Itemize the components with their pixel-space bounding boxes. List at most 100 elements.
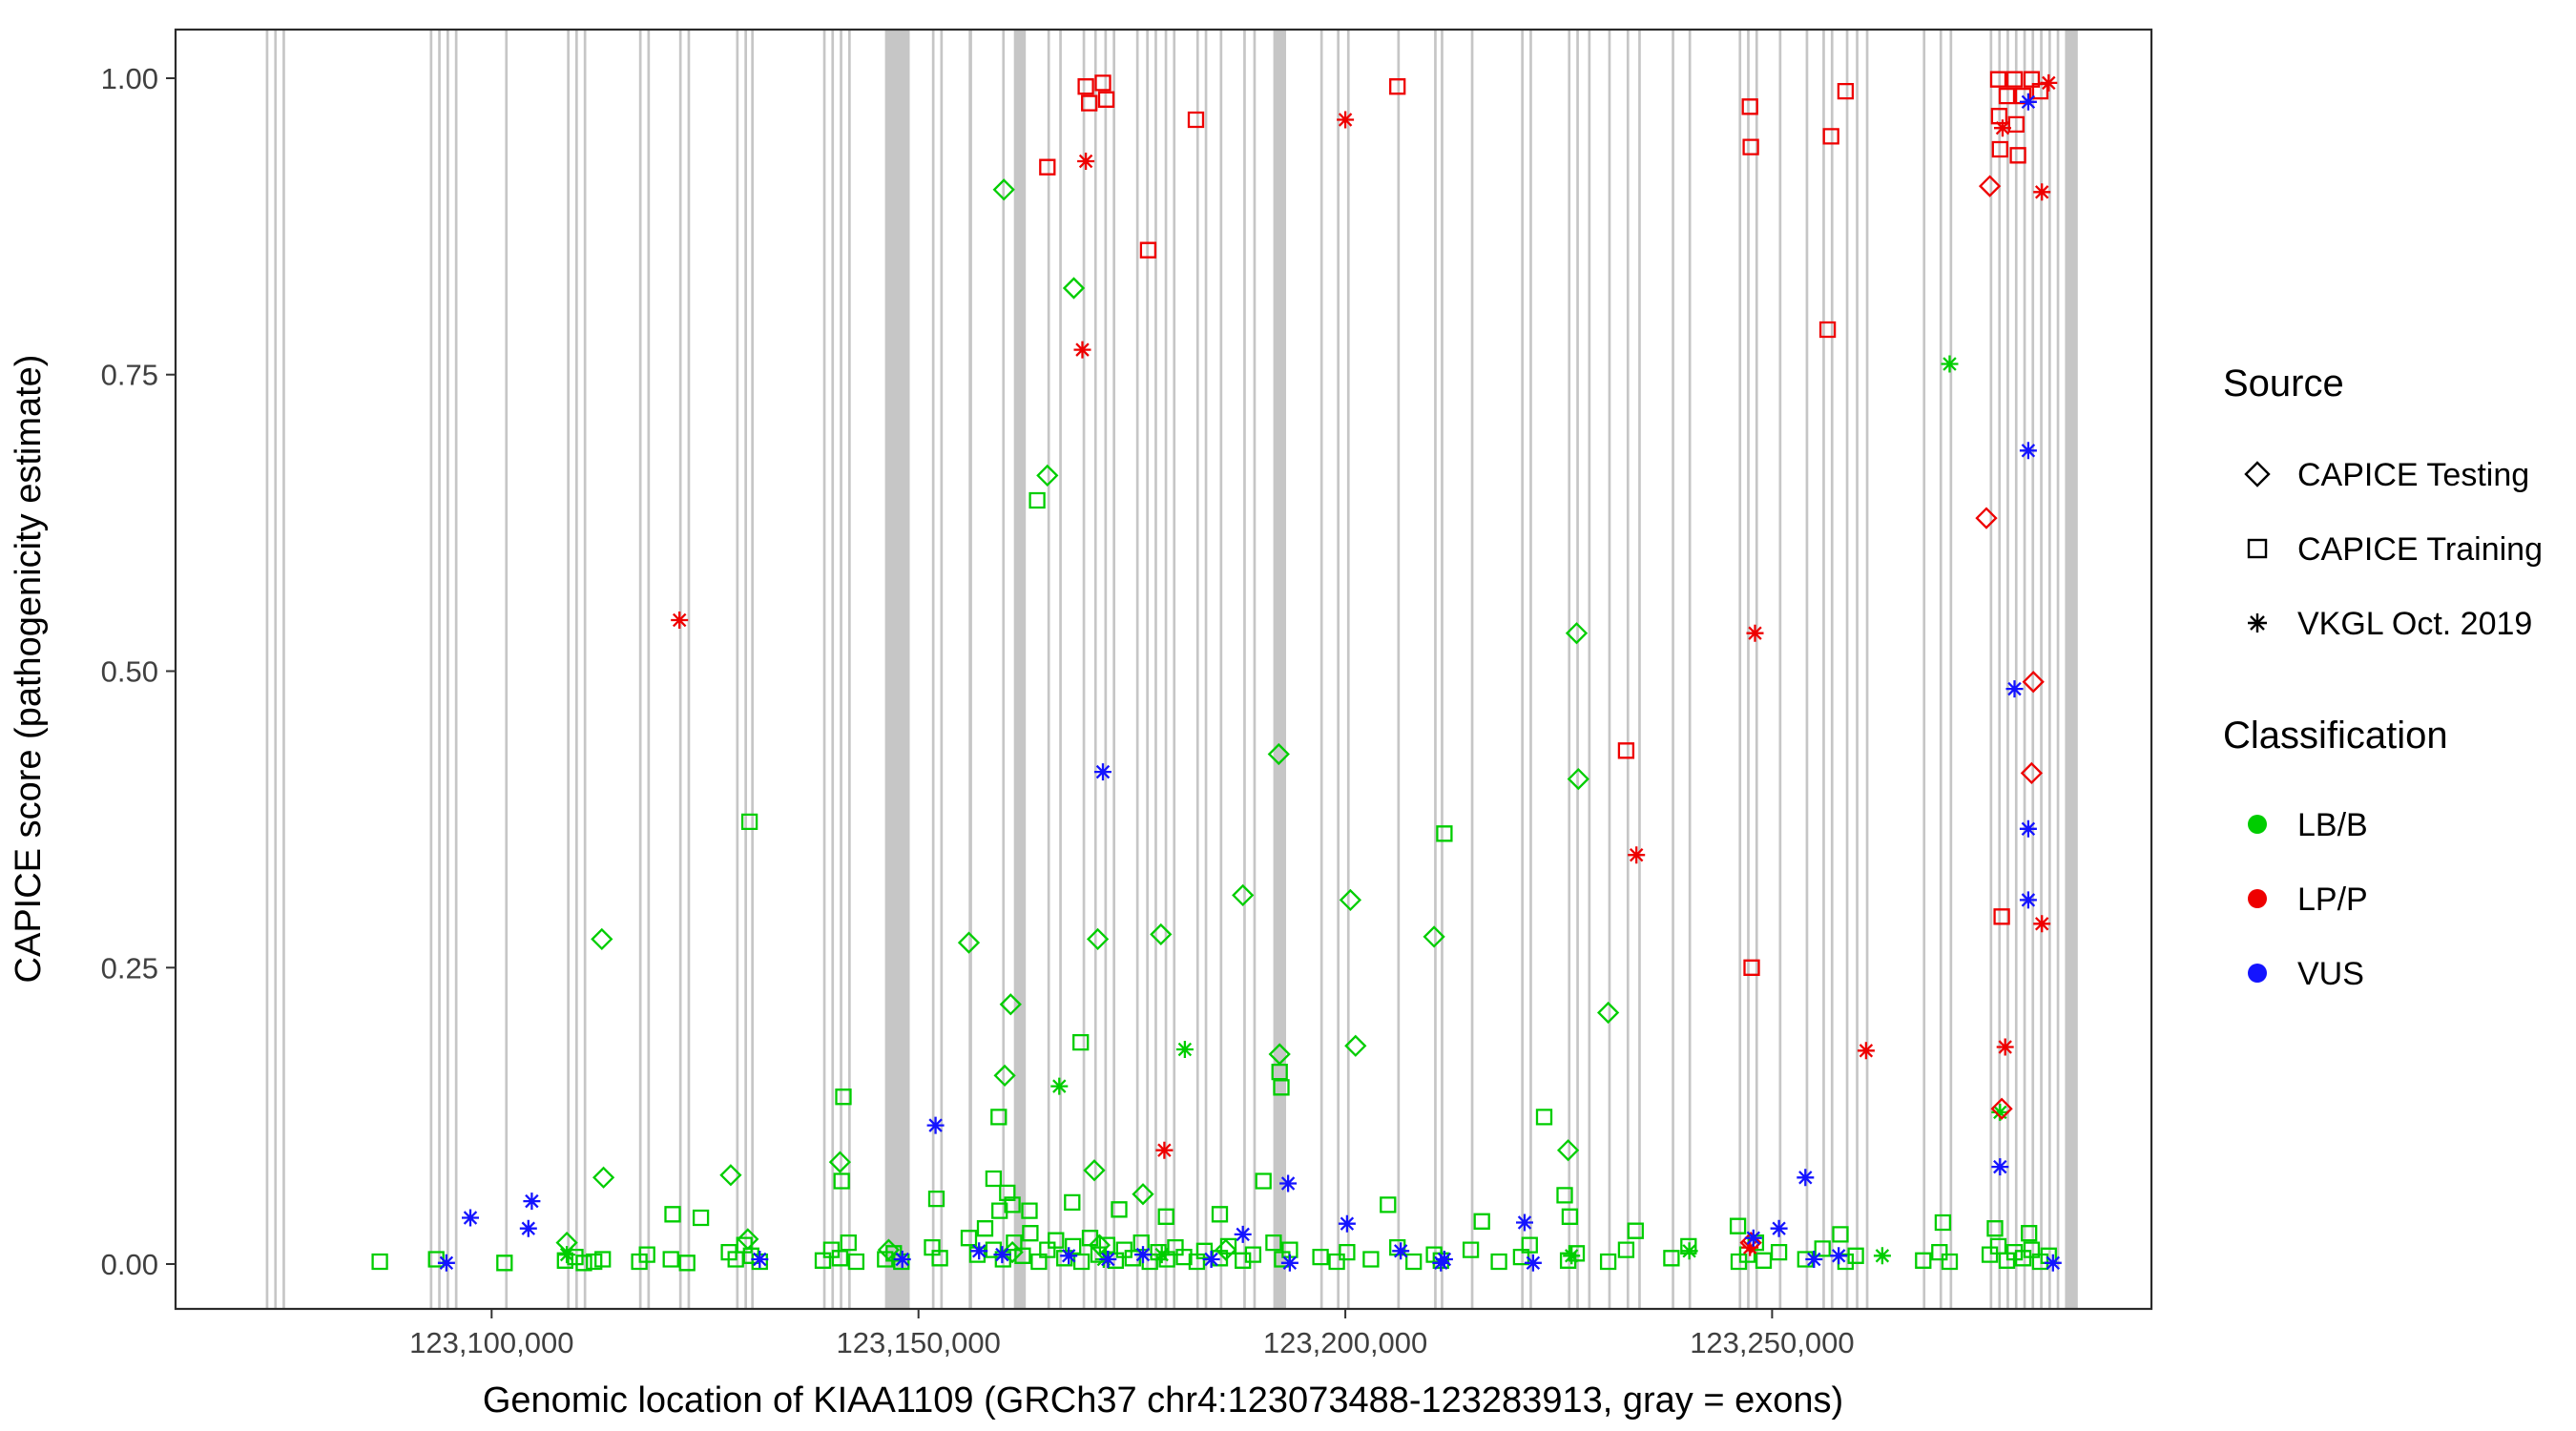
data-point [2023, 71, 2041, 88]
exon-bar [751, 30, 754, 1309]
exon-bar [1013, 30, 1027, 1309]
exon-bar [1219, 30, 1223, 1309]
data-point [1234, 1225, 1252, 1243]
exon-bar [2031, 30, 2035, 1309]
data-point [828, 1151, 852, 1173]
data-point [1915, 1252, 1932, 1269]
exon-bar [1738, 30, 1742, 1309]
exon-bar [1273, 30, 1286, 1309]
series-lbb-training [371, 491, 2057, 1272]
x-tick-label: 123,150,000 [836, 1326, 1000, 1359]
data-point [1265, 1234, 1282, 1252]
data-point [1064, 1193, 1081, 1212]
data-point [664, 1206, 681, 1223]
data-point [2031, 82, 2049, 100]
data-point [2023, 1241, 2041, 1258]
data-point [2005, 680, 2024, 698]
data-point [1873, 1247, 1891, 1265]
data-point [1435, 1251, 1453, 1268]
data-point [1153, 1246, 1171, 1264]
data-point [822, 1241, 841, 1258]
data-point [1931, 1243, 1948, 1261]
exon-bar [438, 30, 441, 1309]
exon-bar [1173, 30, 1176, 1309]
data-point [1157, 1208, 1174, 1225]
data-point [893, 1253, 910, 1271]
data-point [592, 1166, 615, 1189]
exon-bar [1638, 30, 1641, 1309]
data-point [1073, 341, 1091, 359]
exon-bar [2048, 30, 2051, 1309]
data-point [1094, 74, 1111, 92]
exon-bar [2040, 30, 2043, 1309]
data-point [1279, 1174, 1298, 1192]
diamond-icon [2244, 461, 2271, 487]
data-point [1244, 1246, 1262, 1263]
exon-bar [575, 30, 578, 1309]
data-point [1028, 491, 1046, 509]
data-point [1211, 1206, 1229, 1223]
exon-bar [884, 30, 910, 1309]
data-point [2019, 442, 2037, 460]
exon-bar [678, 30, 682, 1309]
data-point [1150, 923, 1173, 946]
vus-dot-icon [2248, 964, 2267, 983]
data-point [2009, 147, 2026, 164]
data-point [2021, 1225, 2038, 1242]
data-point [671, 612, 689, 629]
data-point [1271, 1063, 1288, 1081]
data-point [976, 1220, 994, 1237]
data-point [833, 1172, 850, 1190]
exon-bar [940, 30, 944, 1309]
data-point [1405, 1253, 1423, 1271]
exon-bar [429, 30, 433, 1309]
data-point [719, 1164, 742, 1187]
exon-bar [1845, 30, 1849, 1309]
data-point [1202, 1251, 1220, 1268]
data-point [1389, 78, 1406, 95]
exon-bar [1047, 30, 1050, 1309]
data-point [993, 1064, 1016, 1088]
data-point [692, 1209, 710, 1227]
data-point [1755, 1252, 1773, 1269]
exon-bar [1441, 30, 1444, 1309]
data-point [1805, 1251, 1823, 1268]
y-tick-label: 1.00 [101, 62, 158, 95]
data-point [1680, 1242, 1698, 1260]
exon-bar [265, 30, 269, 1309]
exon-bar [1830, 30, 1834, 1309]
exon-bar [2056, 30, 2060, 1309]
exon-bar [1672, 30, 1674, 1309]
exon-bar [1059, 30, 1062, 1309]
data-point [926, 1116, 945, 1134]
data-point [1134, 1246, 1152, 1264]
data-point [2019, 819, 2037, 838]
exon-bar [1243, 30, 1246, 1309]
data-point [1990, 1097, 2013, 1120]
data-point [2005, 1243, 2024, 1261]
data-point [462, 1209, 479, 1227]
data-point [1596, 1001, 1620, 1025]
exon-bar [1154, 30, 1157, 1309]
data-point [1473, 1213, 1490, 1230]
legend-label-vkgl: VKGL Oct. 2019 [2297, 606, 2532, 642]
data-point [970, 1242, 988, 1260]
data-point [1567, 767, 1589, 791]
data-point [1941, 1253, 1959, 1271]
data-point [1993, 908, 2010, 925]
data-point [1521, 1236, 1538, 1254]
data-point [1338, 1214, 1356, 1233]
exon-bar [1253, 30, 1257, 1309]
exon-bar [1337, 30, 1340, 1309]
data-point [1680, 1237, 1697, 1255]
data-point [1986, 1220, 2004, 1237]
series-lpp-vkgl [671, 73, 2058, 1256]
data-point [1021, 1202, 1038, 1219]
data-point [1561, 1208, 1579, 1225]
legend-source: Source CAPICE Testing CAPICE Training VK… [2223, 363, 2543, 642]
exon-bar [1164, 30, 1168, 1309]
exon-bar [1319, 30, 1323, 1309]
exon-bar [831, 30, 835, 1309]
data-point [1344, 1034, 1367, 1057]
data-point [835, 1089, 852, 1106]
